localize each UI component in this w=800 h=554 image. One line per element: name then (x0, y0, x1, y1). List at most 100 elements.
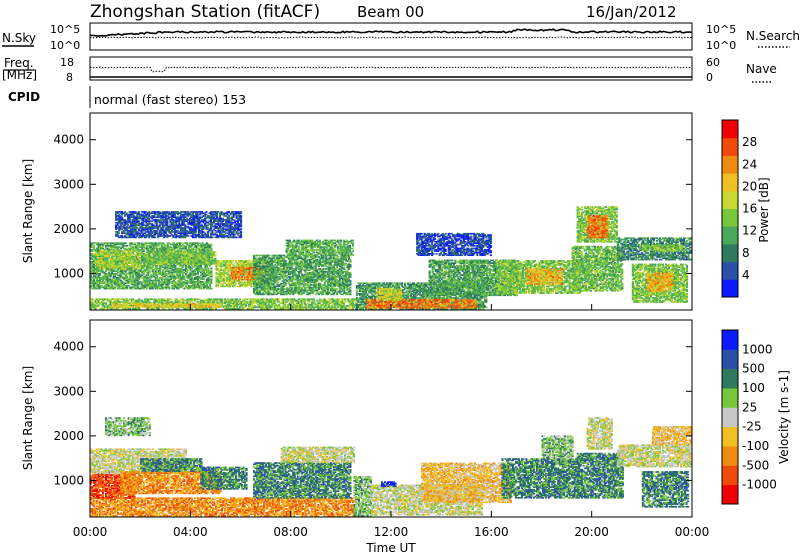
power-cell (205, 301, 208, 303)
power-cell (132, 307, 135, 310)
power-cell (160, 302, 163, 305)
power-cell (190, 307, 193, 310)
power-cell (257, 299, 260, 302)
power-cell (214, 299, 217, 302)
power-cell (350, 301, 353, 303)
power-cell (320, 303, 323, 306)
power-cell (175, 298, 178, 301)
power-cell (266, 306, 269, 309)
power-cell (115, 301, 118, 303)
power-cell (344, 299, 347, 302)
power-cell (300, 303, 303, 306)
power-cell (225, 305, 228, 307)
power-cell (135, 299, 138, 302)
power-cell (202, 301, 205, 303)
power-cell (275, 307, 278, 310)
power-cell (242, 270, 245, 273)
power-cell (225, 306, 228, 309)
power-cell (351, 299, 354, 302)
power-cell (323, 298, 326, 301)
power-cell (145, 298, 148, 301)
power-cell (126, 302, 129, 305)
power-cell (264, 306, 267, 309)
power-cell (102, 299, 105, 302)
power-cell (135, 305, 138, 307)
power-cell (231, 306, 234, 309)
power-cell (127, 302, 130, 305)
power-cell (219, 306, 222, 308)
power-cell (201, 301, 204, 303)
power-cell (240, 302, 243, 305)
power-cell (219, 299, 222, 302)
power-cell (277, 281, 280, 284)
power-cell (109, 305, 112, 307)
power-cell (299, 307, 302, 310)
power-cell (302, 307, 305, 310)
power-cell (242, 305, 245, 307)
power-cell (123, 304, 126, 307)
power-cell (299, 303, 302, 306)
power-cell (260, 305, 263, 307)
power-cell (282, 307, 285, 310)
power-cell (290, 298, 293, 301)
power-cell (112, 298, 115, 301)
power-cell (114, 298, 117, 301)
power-cell (276, 298, 279, 301)
power-cell (275, 305, 278, 307)
power-cell (288, 298, 291, 301)
power-cell (333, 301, 336, 303)
power-cell (351, 306, 354, 309)
power-cell (153, 299, 156, 302)
power-cell (108, 306, 111, 309)
power-cell (327, 306, 330, 309)
power-cell (115, 299, 118, 302)
power-cell (197, 306, 200, 308)
power-cell (128, 306, 131, 308)
power-cell (177, 307, 180, 310)
power-cell (111, 307, 114, 310)
power-cell (242, 303, 245, 306)
power-cell (195, 307, 198, 310)
power-cell (145, 301, 148, 303)
power-cell (261, 307, 264, 310)
power-cell (339, 307, 342, 310)
power-cell (264, 298, 267, 301)
power-cell (335, 302, 338, 305)
power-cell (227, 301, 230, 303)
power-cell (99, 307, 102, 310)
power-cell (120, 298, 123, 301)
power-cell (296, 302, 299, 305)
power-cell (202, 278, 205, 281)
power-cell (126, 265, 129, 267)
power-cell (233, 303, 236, 306)
power-cell (281, 307, 284, 310)
power-cell (273, 306, 276, 309)
power-cell (171, 301, 174, 303)
power-cell (261, 298, 264, 301)
power-cell (118, 301, 121, 303)
power-cell (311, 301, 314, 303)
power-cell (306, 307, 309, 310)
power-cell (93, 303, 96, 306)
power-cell (264, 299, 267, 302)
power-cell (251, 298, 254, 301)
power-cell (320, 305, 323, 307)
power-cell (264, 307, 267, 310)
power-cell (233, 301, 236, 303)
power-cell (285, 298, 288, 301)
power-cell (100, 303, 103, 306)
power-cell (159, 302, 162, 305)
power-cell (160, 298, 163, 301)
power-cell (163, 299, 166, 302)
power-cell (284, 301, 287, 303)
power-cell (108, 303, 111, 306)
power-cell (267, 307, 270, 310)
power-cell (231, 303, 234, 306)
power-cell (318, 298, 321, 301)
power-cell (129, 298, 132, 301)
power-cell (103, 305, 106, 307)
power-cell (230, 301, 233, 303)
power-cell (297, 303, 300, 306)
power-cell (181, 301, 184, 303)
power-cell (314, 303, 317, 306)
